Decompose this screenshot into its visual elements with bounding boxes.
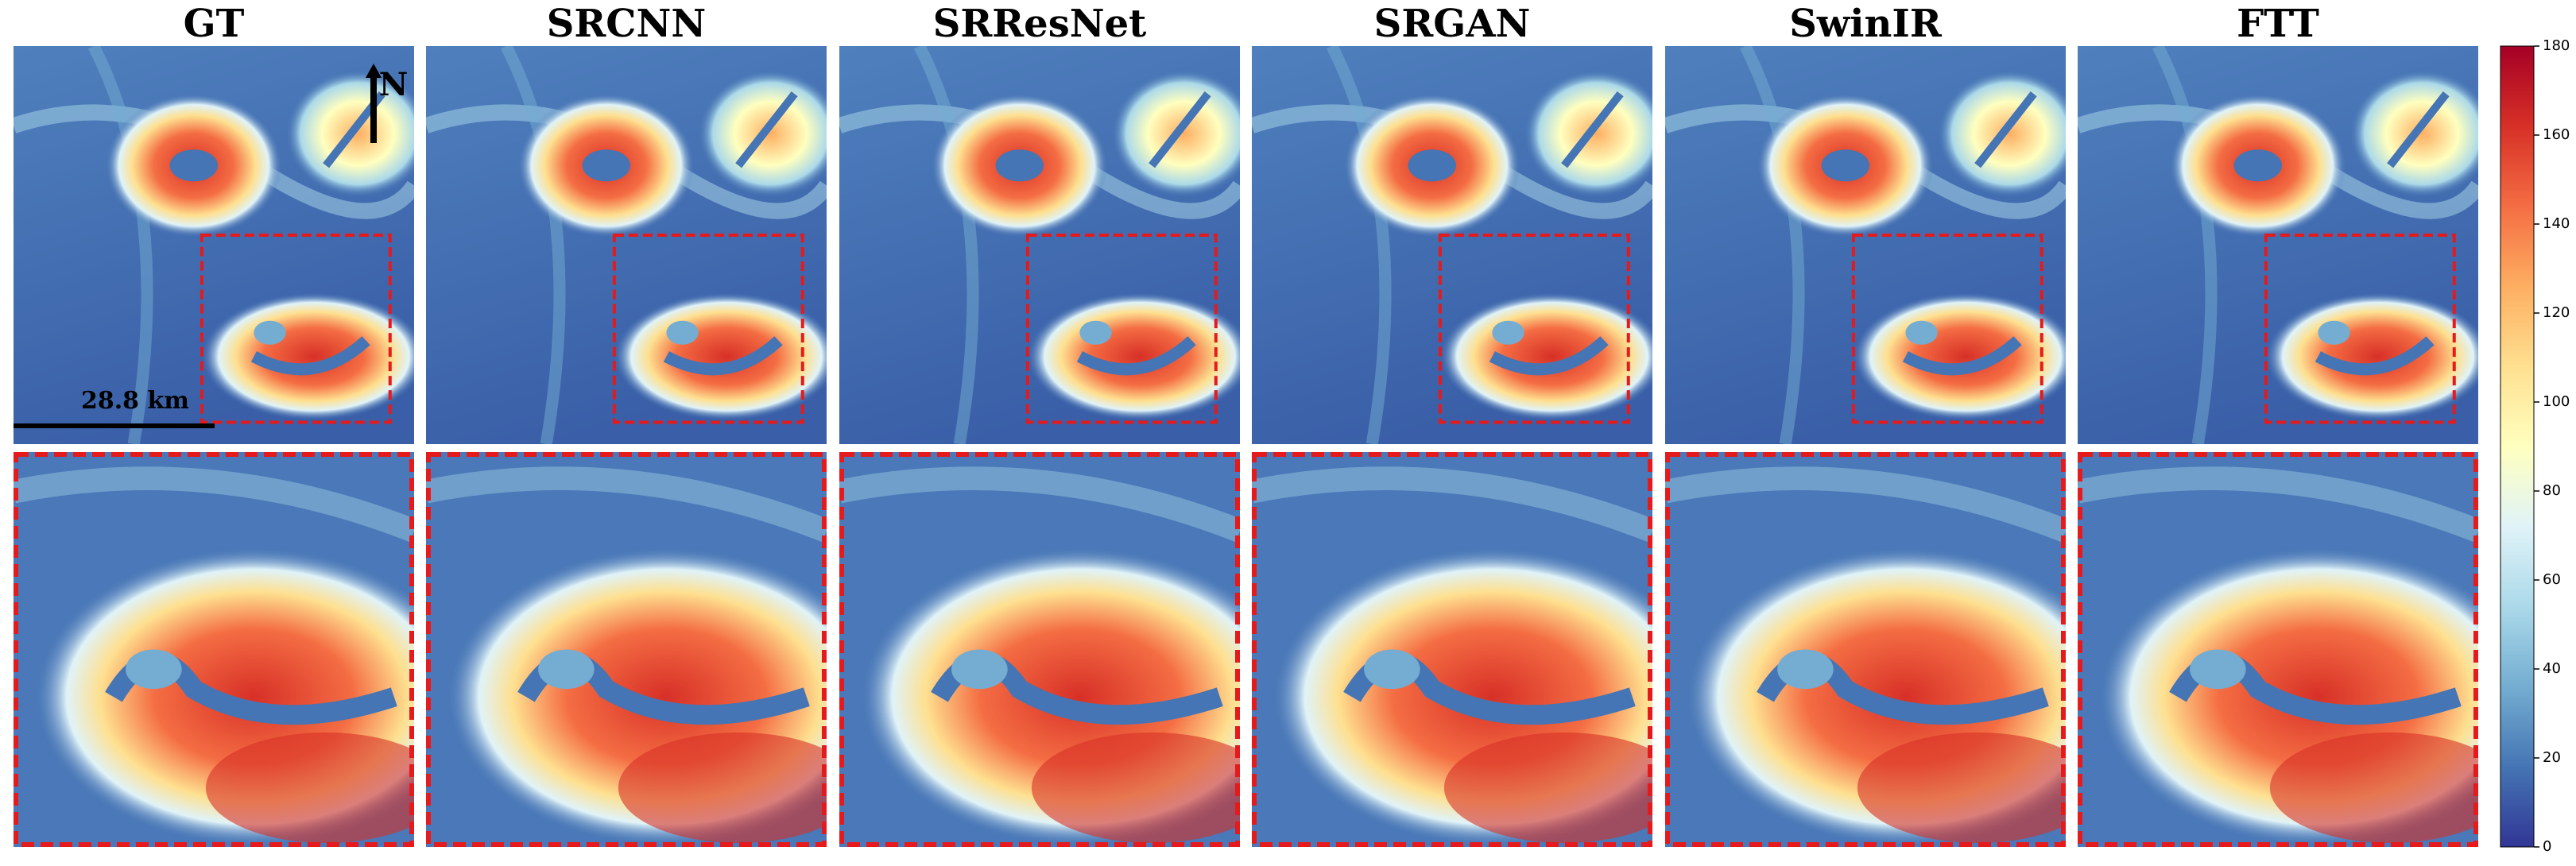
scale-bar: 28.8 km bbox=[14, 387, 215, 428]
colorbar-tick-label: 60 bbox=[2543, 571, 2561, 588]
colorbar-tick-label: 180 bbox=[2543, 37, 2570, 54]
colorbar-tick-label: 80 bbox=[2543, 482, 2561, 499]
zoom-frame bbox=[839, 452, 1240, 847]
zoom-box bbox=[1438, 233, 1630, 424]
zoom-box bbox=[199, 233, 392, 424]
zoom-frame bbox=[14, 452, 414, 847]
zoom-image bbox=[426, 452, 887, 847]
map-image bbox=[1665, 46, 2082, 444]
colorbar bbox=[2500, 45, 2535, 848]
zoom-image bbox=[1665, 452, 2126, 847]
panel-title: SRCNN bbox=[547, 2, 707, 46]
scale-label: 28.8 km bbox=[81, 387, 189, 415]
zoom-frame bbox=[2078, 452, 2478, 847]
panel-title: SRResNet bbox=[933, 2, 1147, 46]
panel-title: SRGAN bbox=[1374, 2, 1531, 46]
zoom-image bbox=[2078, 452, 2539, 847]
map-image bbox=[14, 46, 430, 444]
north-arrow: N bbox=[366, 64, 408, 143]
colorbar-tick-label: 100 bbox=[2543, 393, 2570, 410]
zoom-box bbox=[1851, 233, 2043, 424]
north-label: N bbox=[379, 66, 409, 103]
zoom-box bbox=[1025, 233, 1218, 424]
zoom-image bbox=[839, 452, 1300, 847]
zoom-frame bbox=[1252, 452, 1652, 847]
colorbar-tick-label: 0 bbox=[2543, 838, 2551, 855]
panel-title: FTT bbox=[2237, 2, 2319, 46]
zoom-image bbox=[1252, 452, 1713, 847]
panel-title: SwinIR bbox=[1789, 2, 1943, 46]
zoom-box bbox=[612, 233, 804, 424]
map-image bbox=[2078, 46, 2494, 444]
colorbar-tick-label: 160 bbox=[2543, 126, 2570, 143]
map-image bbox=[426, 46, 843, 444]
zoom-image bbox=[14, 452, 475, 847]
colorbar-tick-label: 120 bbox=[2543, 304, 2570, 321]
map-image bbox=[1252, 46, 1668, 444]
zoom-box bbox=[2264, 233, 2456, 424]
colorbar-tick-label: 40 bbox=[2543, 660, 2561, 677]
zoom-frame bbox=[426, 452, 827, 847]
panels: GT SRCNN SRResNet SRGAN SwinIR FTT bbox=[14, 2, 2539, 847]
map-image bbox=[839, 46, 1256, 444]
panel-title: GT bbox=[184, 2, 245, 46]
colorbar-tick-label: 20 bbox=[2543, 749, 2561, 766]
colorbar-tick-label: 140 bbox=[2543, 215, 2570, 232]
zoom-frame bbox=[1665, 452, 2066, 847]
